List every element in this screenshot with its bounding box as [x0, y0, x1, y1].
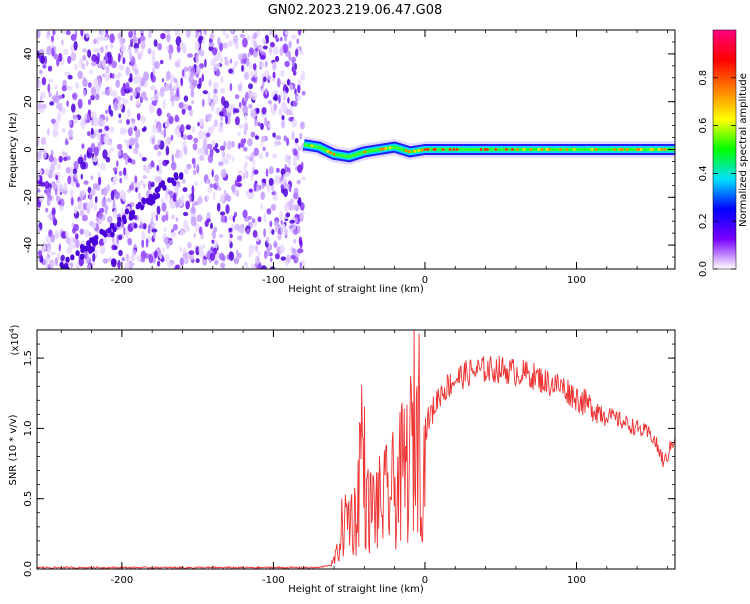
y-tick-label: -40: [23, 237, 34, 253]
x-tick-label: 100: [567, 275, 586, 286]
spectrogram-ylabel: Frequency (Hz): [8, 112, 19, 188]
snr-marks: [37, 330, 675, 569]
snr-panel: -200 -100 0 100 0.0 0.5 1.0 1.5 Height of strai…: [8, 324, 676, 595]
figure-title: GN02.2023.219.06.47.G08: [268, 3, 443, 18]
y-tick-label: 0: [23, 146, 34, 152]
colorbar-tick-label: 0.8: [698, 70, 709, 86]
x-tick-label: 0: [422, 575, 428, 586]
x-tick-label: -200: [111, 275, 134, 286]
snr-series-line: [37, 330, 675, 569]
colorbar-tick-label: 0.2: [698, 213, 709, 229]
snr-xlabel: Height of straight line (km): [288, 584, 424, 595]
signal-hotspots: [310, 144, 667, 156]
x-tick-label: 100: [567, 575, 586, 586]
colorbar-label: Normalized spectral amplitude: [738, 73, 749, 227]
colorbar-ticks: 0.0 0.2 0.4 0.6 0.8: [698, 70, 736, 277]
colorbar-tick-label: 0.4: [698, 165, 709, 181]
x-tick-label: -200: [111, 575, 134, 586]
y-tick-label: 0.0: [23, 561, 34, 577]
x-tick-label: -100: [262, 275, 285, 286]
snr-scale-label: (x104): [8, 324, 21, 355]
y-tick-label: -20: [23, 189, 34, 205]
signal-track: [302, 136, 675, 165]
x-tick-label: -100: [262, 575, 285, 586]
snr-frame: [36, 329, 676, 570]
y-tick-label: 40: [23, 48, 34, 61]
snr-scale-exp: 4: [8, 328, 16, 333]
x-tick-label: 0: [422, 275, 428, 286]
snr-scale-close: ): [10, 324, 21, 328]
colorbar-gradient: [712, 29, 737, 270]
spectrogram-marks: [37, 30, 675, 269]
y-tick-label: 1.5: [23, 350, 34, 366]
colorbar-tick-label: 0.0: [698, 261, 709, 277]
snr-ylabel: SNR (10 * v/v): [8, 414, 19, 485]
spectrogram-xlabel: Height of straight line (km): [288, 284, 424, 295]
snr-scale-text: (x10: [10, 333, 21, 356]
noise-speckle: [37, 30, 306, 269]
diagonal-feature: [59, 172, 184, 269]
y-tick-label: 1.0: [23, 420, 34, 436]
y-tick-label: 0.5: [23, 491, 34, 507]
colorbar: 0.0 0.2 0.4 0.6 0.8 Normalized spectral ampl…: [698, 29, 749, 277]
snr-axes: -200 -100 0 100 0.0 0.5 1.0 1.5: [23, 330, 675, 586]
y-tick-label: 20: [23, 95, 34, 108]
colorbar-tick-label: 0.6: [698, 118, 709, 134]
